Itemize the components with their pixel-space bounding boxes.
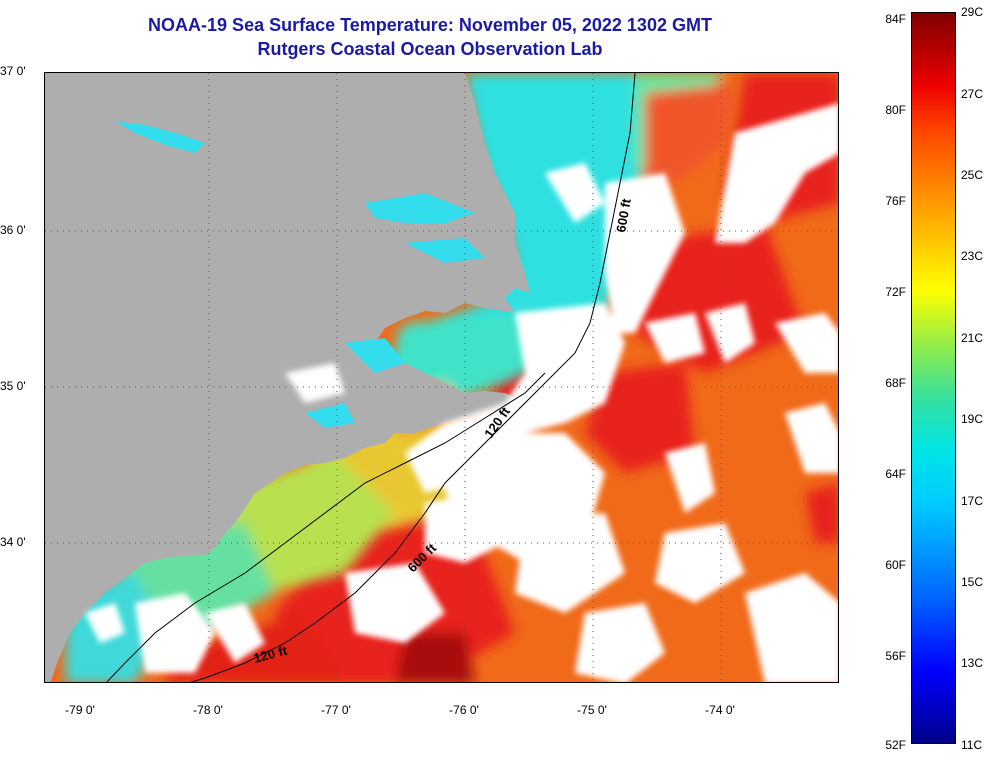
depth-contours [106, 73, 636, 682]
colorbar-c-label: 11C [961, 738, 983, 752]
colorbar-f-label: 68F [885, 376, 906, 390]
colorbar-f-label: 80F [885, 103, 906, 117]
colorbar-f-label: 60F [885, 558, 906, 572]
lat-label-35: 35 0' [0, 379, 26, 393]
lon-label-78: -78 0' [193, 703, 223, 717]
colorbar-c-label: 23C [961, 249, 984, 263]
temperature-colorbar [911, 12, 956, 744]
colorbar-c-label: 19C [961, 412, 984, 426]
colorbar-f-label: 72F [885, 285, 906, 299]
colorbar-c-label: 15C [961, 575, 984, 589]
colorbar-c-label: 17C [961, 494, 984, 508]
colorbar-f-label: 52F [885, 738, 906, 752]
colorbar-f-label: 76F [885, 194, 906, 208]
colorbar-f-label: 84F [885, 12, 906, 26]
lat-label-34: 34 0' [0, 535, 26, 549]
inland-water [115, 121, 485, 428]
colorbar-c-label: 27C [961, 87, 984, 101]
lon-label-75: -75 0' [577, 703, 607, 717]
lon-label-77: -77 0' [321, 703, 351, 717]
sst-map: 600 ft 120 ft 600 ft 120 ft [44, 72, 839, 683]
colorbar-c-label: 25C [961, 168, 984, 182]
colorbar-f-label: 56F [885, 649, 906, 663]
lon-label-74: -74 0' [705, 703, 735, 717]
lon-label-79: -79 0' [65, 703, 95, 717]
colorbar-c-label: 13C [961, 656, 984, 670]
lat-label-36: 36 0' [0, 223, 26, 237]
map-title: NOAA-19 Sea Surface Temperature: Novembe… [148, 15, 712, 35]
cloud-cover [85, 103, 838, 682]
colorbar-f-label: 64F [885, 467, 906, 481]
sst-map-canvas: 600 ft 120 ft 600 ft 120 ft [45, 73, 838, 682]
graticule [45, 73, 838, 682]
land-mass [45, 73, 530, 682]
contour-label-600ft-north: 600 ft [613, 197, 634, 234]
colorbar-c-label: 21C [961, 331, 984, 345]
colorbar-c-label: 29C [961, 5, 984, 19]
lat-label-37: 37 0' [0, 64, 26, 78]
map-subtitle: Rutgers Coastal Ocean Observation Lab [257, 39, 603, 59]
lon-label-76: -76 0' [449, 703, 479, 717]
